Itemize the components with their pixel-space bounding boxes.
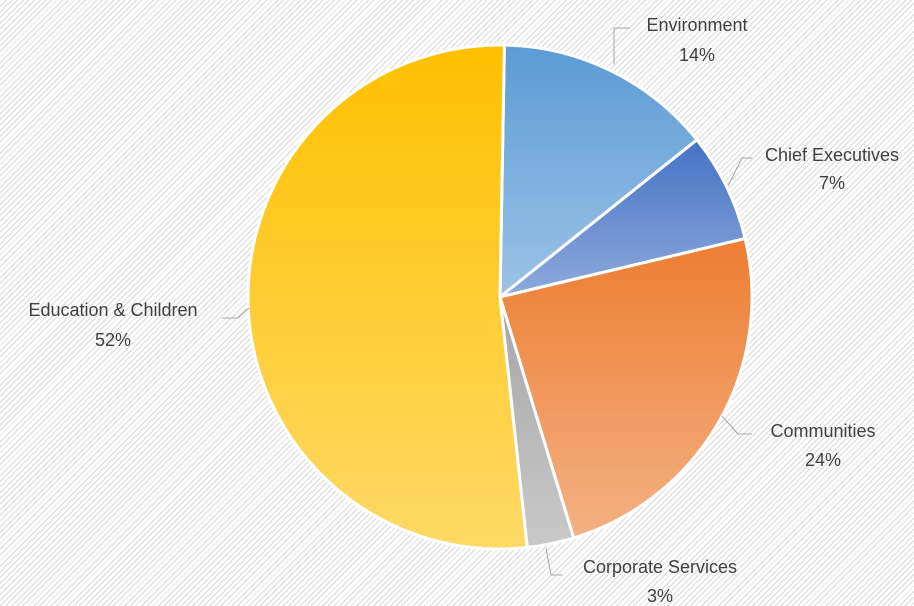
leader-line-environment — [613, 27, 630, 64]
leader-line-chief-executives — [727, 157, 752, 187]
leader-lines — [222, 27, 752, 576]
slice-value-communities: 24% — [805, 450, 841, 470]
slice-label-communities: Communities — [770, 421, 875, 441]
leader-line-education-children — [222, 307, 250, 319]
pie-slice-communities — [498, 237, 754, 540]
slice-label-corporate-services: Corporate Services — [583, 557, 737, 577]
data-label-education-children: Education & Children 52% — [28, 300, 197, 350]
data-label-corporate-services: Corporate Services 3% — [583, 557, 737, 606]
leader-line-communities — [721, 415, 752, 435]
pie-slice-education-children — [246, 43, 529, 551]
pie-slices — [246, 43, 754, 551]
slice-value-chief-executives: 7% — [819, 173, 845, 193]
slice-label-chief-executives: Chief Executives — [765, 145, 899, 165]
data-label-communities: Communities 24% — [770, 421, 875, 470]
slice-value-education-children: 52% — [95, 330, 131, 350]
leader-line-corporate-services — [545, 547, 562, 576]
pie-slice-chief-executives — [498, 138, 747, 299]
slice-value-environment: 14% — [679, 45, 715, 65]
slice-value-corporate-services: 3% — [647, 586, 673, 606]
slice-label-education-children: Education & Children — [28, 300, 197, 320]
data-label-chief-executives: Chief Executives 7% — [765, 145, 899, 193]
pie-slice-environment — [498, 43, 699, 299]
slice-label-environment: Environment — [646, 15, 747, 35]
data-label-environment: Environment 14% — [646, 15, 747, 65]
